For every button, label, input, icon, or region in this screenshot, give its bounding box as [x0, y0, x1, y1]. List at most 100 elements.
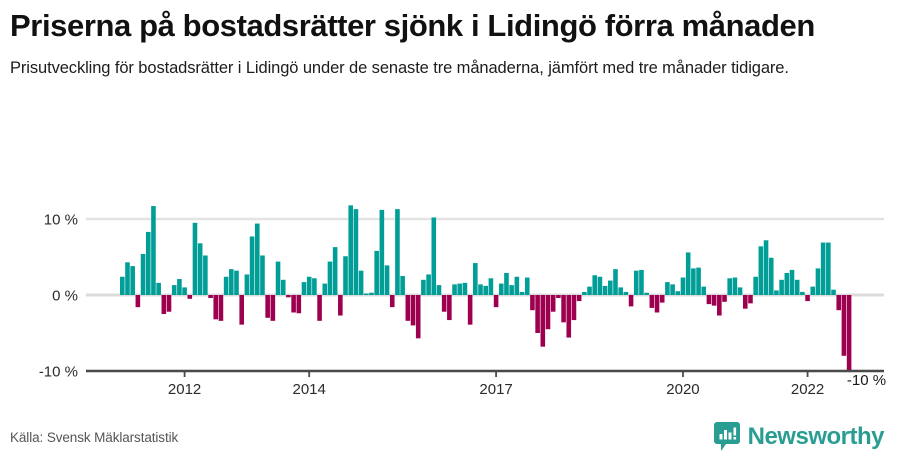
- y-tick-label: 10 %: [44, 212, 78, 229]
- bar: [649, 295, 655, 308]
- bar: [374, 250, 379, 295]
- bar: [784, 272, 790, 295]
- bar: [618, 287, 623, 295]
- brand-logo[interactable]: Newsworthy: [713, 422, 885, 452]
- bar: [270, 295, 276, 321]
- bar: [768, 257, 774, 295]
- bar: [296, 295, 302, 314]
- x-tick-label: 2022: [791, 381, 824, 396]
- bar: [192, 222, 198, 295]
- bar: [582, 291, 587, 295]
- bar: [135, 295, 141, 308]
- bar: [530, 295, 535, 311]
- bar: [166, 295, 172, 312]
- bar: [644, 292, 649, 295]
- bar: [680, 277, 686, 295]
- bar: [602, 285, 608, 295]
- bar: [732, 277, 738, 295]
- source-note: Källa: Svensk Mäklarstatistik: [10, 430, 179, 445]
- bar: [306, 276, 312, 295]
- bar: [654, 295, 660, 313]
- x-tick-label: 2017: [479, 381, 512, 396]
- bar: [291, 295, 296, 313]
- bar: [415, 295, 421, 339]
- bar: [587, 286, 592, 295]
- x-tick-label: 2014: [293, 381, 326, 396]
- bar: [213, 295, 219, 320]
- bar: [130, 266, 135, 295]
- page-title: Priserna på bostadsrätter sjönk i Liding…: [10, 8, 815, 43]
- bar: [742, 295, 748, 309]
- bar: [774, 290, 779, 295]
- bar: [280, 279, 286, 295]
- bar: [628, 295, 634, 307]
- y-axis-labels: 10 % 0 % -10 %: [39, 212, 78, 381]
- bar: [447, 295, 452, 321]
- chart-header: Priserna på bostadsrätter sjönk i Liding…: [0, 0, 900, 81]
- x-tick-label: 2012: [168, 381, 201, 396]
- bar: [737, 287, 743, 295]
- bar: [846, 295, 852, 371]
- bar: [234, 270, 239, 295]
- value-annotation: -10 %: [847, 372, 886, 389]
- bar: [566, 295, 572, 338]
- bar: [140, 253, 146, 295]
- bar: [286, 295, 291, 298]
- bar: [623, 291, 629, 295]
- bar: [389, 295, 395, 308]
- bar: [613, 269, 618, 295]
- bar: [670, 284, 675, 295]
- bar: [218, 295, 224, 321]
- bar: [639, 269, 644, 295]
- bar: [254, 223, 260, 295]
- bar: [665, 282, 670, 295]
- x-axis-labels: 2012 2014 2017 2020 2022: [168, 381, 824, 396]
- bar: [597, 276, 603, 295]
- bar: [748, 295, 753, 304]
- bar: [717, 295, 722, 316]
- bar: [462, 282, 468, 295]
- bar: [576, 295, 582, 302]
- bar: [608, 280, 613, 295]
- bar: [239, 295, 244, 325]
- bar: [327, 261, 333, 295]
- x-axis: [86, 369, 884, 377]
- bar: [488, 278, 494, 295]
- bar: [493, 295, 499, 308]
- bar: [426, 274, 431, 295]
- bar: [348, 205, 354, 295]
- bar: [275, 261, 281, 295]
- bar: [332, 247, 338, 295]
- bar: [758, 246, 764, 295]
- bar: [504, 272, 509, 295]
- bar: [711, 295, 717, 306]
- bar: [208, 295, 213, 299]
- bar: [410, 295, 416, 326]
- bar: [815, 268, 821, 295]
- bar: [223, 276, 229, 295]
- bar: [841, 295, 847, 356]
- bar: [343, 256, 348, 295]
- bar: [805, 295, 810, 302]
- bar: [421, 279, 426, 295]
- bar: [182, 287, 187, 295]
- bar: [400, 276, 405, 295]
- bar: [592, 275, 598, 295]
- bar: [161, 295, 167, 314]
- x-tick-label: 2020: [666, 381, 699, 396]
- bar: [794, 279, 800, 295]
- bar: [836, 295, 842, 311]
- bar: [524, 277, 530, 295]
- bar: [260, 255, 265, 295]
- bar: [473, 263, 478, 295]
- bar: [696, 267, 701, 295]
- bar: [265, 295, 270, 318]
- bar: [120, 276, 125, 295]
- bar: [685, 252, 691, 295]
- bar: [722, 295, 727, 302]
- y-tick-label: 0 %: [52, 288, 78, 305]
- y-tick-label: -10 %: [39, 364, 78, 381]
- bar: [556, 295, 561, 299]
- bar: [452, 284, 457, 295]
